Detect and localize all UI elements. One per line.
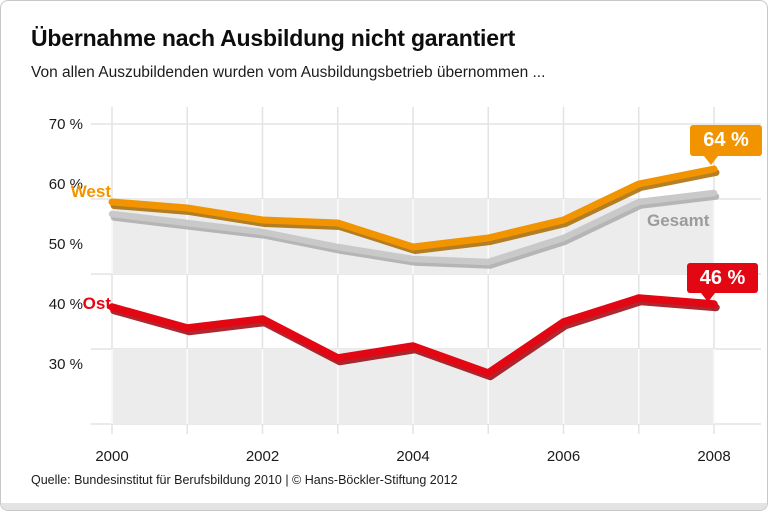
callout-ost-label: 46 % [699, 266, 746, 289]
svg-text:50 %: 50 % [49, 236, 83, 253]
callout-west-label: 64 % [703, 129, 749, 151]
callout-ost-value: 46 % [687, 263, 758, 302]
series-label-gesamt: Gesamt [647, 211, 710, 230]
svg-text:2008: 2008 [697, 448, 730, 465]
series-label-ost: Ost [82, 294, 111, 313]
svg-text:2004: 2004 [396, 448, 429, 465]
svg-text:40 %: 40 % [49, 296, 83, 313]
source-note: Quelle: Bundesinstitut für Berufsbildung… [31, 473, 458, 487]
svg-text:2000: 2000 [95, 448, 128, 465]
svg-text:60 %: 60 % [49, 176, 83, 193]
callout-west-value: 64 % [690, 125, 762, 165]
page-subtitle: Von allen Auszubildenden wurden vom Ausb… [31, 64, 546, 81]
card-bottom-edge [1, 503, 767, 510]
svg-text:70 %: 70 % [49, 116, 83, 133]
svg-text:2002: 2002 [246, 448, 279, 465]
svg-text:2006: 2006 [547, 448, 580, 465]
series-label-west: West [70, 182, 111, 201]
page-title: Übernahme nach Ausbildung nicht garantie… [31, 25, 516, 51]
svg-text:30 %: 30 % [49, 356, 83, 373]
